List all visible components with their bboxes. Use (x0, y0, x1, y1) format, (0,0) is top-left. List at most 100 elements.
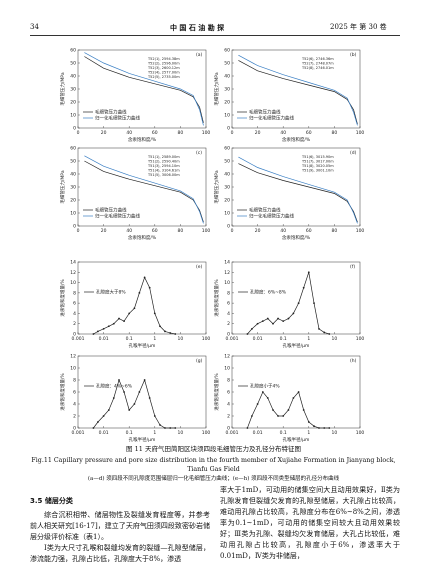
sample-label: T52(5), 2735.00m (147, 75, 180, 79)
sample-label: T51(7), 3017.00m (301, 160, 334, 164)
point (297, 302, 300, 305)
y-tick-label: 10 (224, 280, 230, 286)
sample-label: T51(4), 3104.61m (147, 169, 180, 173)
x-axis-label: 含汞饱和度/% (282, 234, 311, 241)
y-tick-label: 0 (73, 126, 76, 132)
x-tick-label: 0 (231, 228, 234, 234)
point (318, 427, 320, 429)
panel-label: (b) (350, 52, 357, 58)
point (256, 322, 259, 325)
x-tick-label: 0.001 (226, 336, 239, 342)
sample-label: T51(2), 2590.40m (147, 160, 180, 164)
y-tick-label: 50 (224, 159, 230, 165)
point (302, 409, 305, 411)
sample-label: T51(3), 2594.10m (147, 164, 180, 168)
series-line (84, 160, 204, 223)
point (174, 333, 177, 335)
x-tick-label: 0.001 (72, 430, 85, 436)
sample-label: T51(1), 2589.00m (147, 155, 180, 159)
sample-label: T51(9), 3001.10m (301, 169, 334, 173)
point (246, 427, 249, 429)
issue: 2025 年 第 30 卷 (330, 23, 387, 31)
legend-entry: 毛细管压力曲线 (95, 207, 127, 214)
series-line (84, 56, 204, 123)
point (148, 286, 151, 289)
y-tick-label: 10 (224, 366, 230, 372)
x-tick-label: 0.1 (126, 430, 133, 436)
x-tick-label: 20 (255, 130, 261, 136)
point (123, 320, 125, 323)
y-tick-label: 60 (70, 48, 76, 54)
plot-frame (231, 261, 361, 335)
x-tick-label: 20 (255, 228, 261, 234)
y-tick-label: 30 (70, 87, 76, 93)
legend-entry: 孔隙度：6%~8% (250, 289, 287, 296)
x-tick-label: 60 (306, 130, 312, 136)
x-tick-label: 0.001 (72, 336, 85, 342)
point (92, 333, 95, 335)
point (251, 327, 253, 330)
y-tick-label: 0 (227, 426, 230, 432)
x-tick-label: 20 (101, 228, 107, 234)
sample-label: T52(7), 2748.07m (301, 62, 334, 66)
y-tick-label: 8 (227, 290, 230, 296)
point (164, 427, 166, 429)
point (282, 415, 285, 417)
y-axis-label: 进汞饱和度增量/% (59, 279, 66, 317)
sample-label: T52(8), 2746.01m (301, 66, 334, 70)
x-tick-label: 1 (153, 430, 156, 436)
point (169, 427, 172, 429)
sample-label: T52(3), 2600.12m (147, 66, 180, 70)
x-axis-label: 含汞饱和度/% (128, 136, 157, 143)
point (174, 427, 177, 429)
legend-entry: 孔隙度小于4% (250, 383, 280, 390)
x-tick-label: 10 (332, 430, 338, 436)
x-tick-label: 100 (356, 336, 365, 342)
point (118, 317, 120, 320)
legend-entry: 毛细管压力曲线 (249, 207, 281, 214)
point (102, 327, 105, 330)
y-axis-label: 毛细管压力/MPa (59, 72, 66, 105)
y-tick-label: 14 (224, 260, 230, 266)
panel-label: (f) (350, 264, 355, 270)
y-tick-label: 4 (73, 311, 76, 317)
y-tick-label: 8 (227, 378, 230, 384)
legend-entry: 孔隙度大于8% (96, 289, 126, 296)
point (261, 391, 264, 393)
y-tick-label: 6 (227, 301, 230, 307)
page-number: 34 (30, 23, 39, 31)
y-tick-label: 40 (224, 172, 230, 178)
y-tick-label: 20 (70, 198, 76, 204)
legend-entry: 归一化毛细管压力曲线 (249, 213, 294, 220)
x-tick-label: 60 (306, 228, 312, 234)
point (102, 415, 105, 417)
y-tick-label: 40 (70, 74, 76, 80)
x-tick-label: 100 (356, 130, 365, 136)
point (112, 397, 115, 399)
y-tick-label: 12 (70, 354, 76, 360)
point (287, 409, 290, 411)
legend-entry: 归一化毛细管压力曲线 (95, 213, 140, 220)
point (313, 425, 315, 428)
paragraph: Ⅰ类为大尺寸孔喉和裂缝均发育的裂缝—孔隙型储层，渗流能力强，孔隙占比低，孔隙度大… (30, 544, 210, 563)
x-tick-label: 60 (152, 130, 158, 136)
series-line (238, 156, 358, 224)
point (133, 307, 136, 310)
y-tick-label: 0 (73, 426, 76, 432)
y-tick-label: 10 (70, 211, 76, 217)
point (153, 415, 156, 417)
x-tick-label: 100 (202, 228, 211, 234)
x-tick-label: 1 (307, 430, 310, 436)
x-tick-label: 0.01 (253, 336, 263, 342)
x-tick-label: 0.1 (280, 336, 287, 342)
x-tick-label: 0.1 (126, 336, 133, 342)
y-tick-label: 2 (227, 414, 230, 420)
y-tick-label: 14 (70, 260, 76, 266)
point (118, 379, 120, 381)
point (277, 317, 279, 320)
series-line (84, 52, 204, 126)
x-axis-label: 孔喉半径/μm (283, 436, 310, 443)
y-tick-label: 40 (70, 172, 76, 178)
legend-entry: 归一化毛细管压力曲线 (95, 115, 140, 122)
y-tick-label: 20 (70, 100, 76, 106)
